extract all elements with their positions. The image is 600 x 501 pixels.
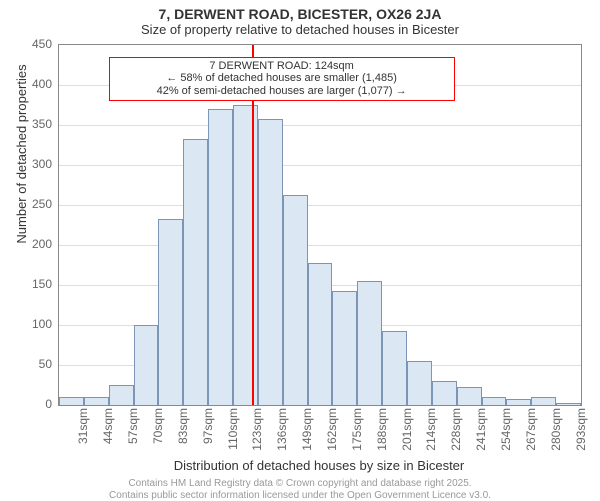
histogram-bar [59, 397, 84, 405]
histogram-bar [556, 403, 581, 405]
annotation-line-1: 7 DERWENT ROAD: 124sqm [115, 60, 449, 73]
x-tick-label: 31sqm [76, 408, 90, 458]
x-tick-label: 44sqm [101, 408, 115, 458]
x-tick-label: 267sqm [524, 408, 538, 458]
histogram-bar [357, 281, 382, 405]
footer-line-2: Contains public sector information licen… [0, 490, 600, 501]
histogram-bar [531, 397, 556, 405]
y-tick-label: 350 [0, 117, 52, 131]
histogram-bar [134, 325, 159, 405]
histogram-bar [84, 397, 109, 405]
x-tick-label: 97sqm [201, 408, 215, 458]
histogram-bar [208, 109, 233, 405]
x-tick-label: 57sqm [126, 408, 140, 458]
x-tick-label: 241sqm [474, 408, 488, 458]
annotation-box: 7 DERWENT ROAD: 124sqm← 58% of detached … [109, 57, 455, 102]
y-tick-label: 200 [0, 237, 52, 251]
x-tick-label: 83sqm [176, 408, 190, 458]
histogram-bar [382, 331, 407, 405]
annotation-line-3: 42% of semi-detached houses are larger (… [115, 85, 449, 98]
gridline [59, 245, 581, 246]
histogram-bar [506, 399, 531, 405]
x-tick-label: 214sqm [424, 408, 438, 458]
histogram-bar [109, 385, 134, 405]
histogram-bar [258, 119, 283, 405]
chart-subtitle: Size of property relative to detached ho… [0, 22, 600, 37]
y-tick-label: 300 [0, 157, 52, 171]
histogram-bar [432, 381, 457, 405]
gridline [59, 125, 581, 126]
histogram-bar [283, 195, 308, 405]
y-tick-label: 100 [0, 317, 52, 331]
x-tick-label: 175sqm [350, 408, 364, 458]
footer-line-1: Contains HM Land Registry data © Crown c… [0, 478, 600, 489]
histogram-bar [332, 291, 357, 405]
x-axis-label: Distribution of detached houses by size … [58, 458, 580, 473]
x-tick-label: 136sqm [275, 408, 289, 458]
x-tick-label: 149sqm [300, 408, 314, 458]
gridline [59, 205, 581, 206]
y-tick-label: 0 [0, 397, 52, 411]
x-tick-label: 201sqm [400, 408, 414, 458]
x-tick-label: 254sqm [499, 408, 513, 458]
x-tick-label: 123sqm [250, 408, 264, 458]
y-tick-label: 450 [0, 37, 52, 51]
y-tick-label: 150 [0, 277, 52, 291]
x-tick-label: 110sqm [226, 408, 240, 458]
histogram-bar [407, 361, 432, 405]
histogram-bar [158, 219, 183, 405]
histogram-bar [457, 387, 482, 405]
chart-title: 7, DERWENT ROAD, BICESTER, OX26 2JA [0, 0, 600, 22]
y-tick-label: 250 [0, 197, 52, 211]
y-tick-label: 400 [0, 77, 52, 91]
histogram-bar [482, 397, 507, 405]
x-tick-label: 70sqm [151, 408, 165, 458]
y-tick-label: 50 [0, 357, 52, 371]
x-tick-label: 162sqm [325, 408, 339, 458]
histogram-bar [183, 139, 208, 405]
x-tick-label: 188sqm [375, 408, 389, 458]
x-tick-label: 280sqm [549, 408, 563, 458]
annotation-line-2: ← 58% of detached houses are smaller (1,… [115, 72, 449, 85]
x-tick-label: 293sqm [574, 408, 588, 458]
plot-area: 7 DERWENT ROAD: 124sqm← 58% of detached … [58, 44, 582, 406]
histogram-chart: 7, DERWENT ROAD, BICESTER, OX26 2JA Size… [0, 0, 600, 500]
gridline [59, 165, 581, 166]
x-tick-label: 228sqm [449, 408, 463, 458]
histogram-bar [308, 263, 333, 405]
